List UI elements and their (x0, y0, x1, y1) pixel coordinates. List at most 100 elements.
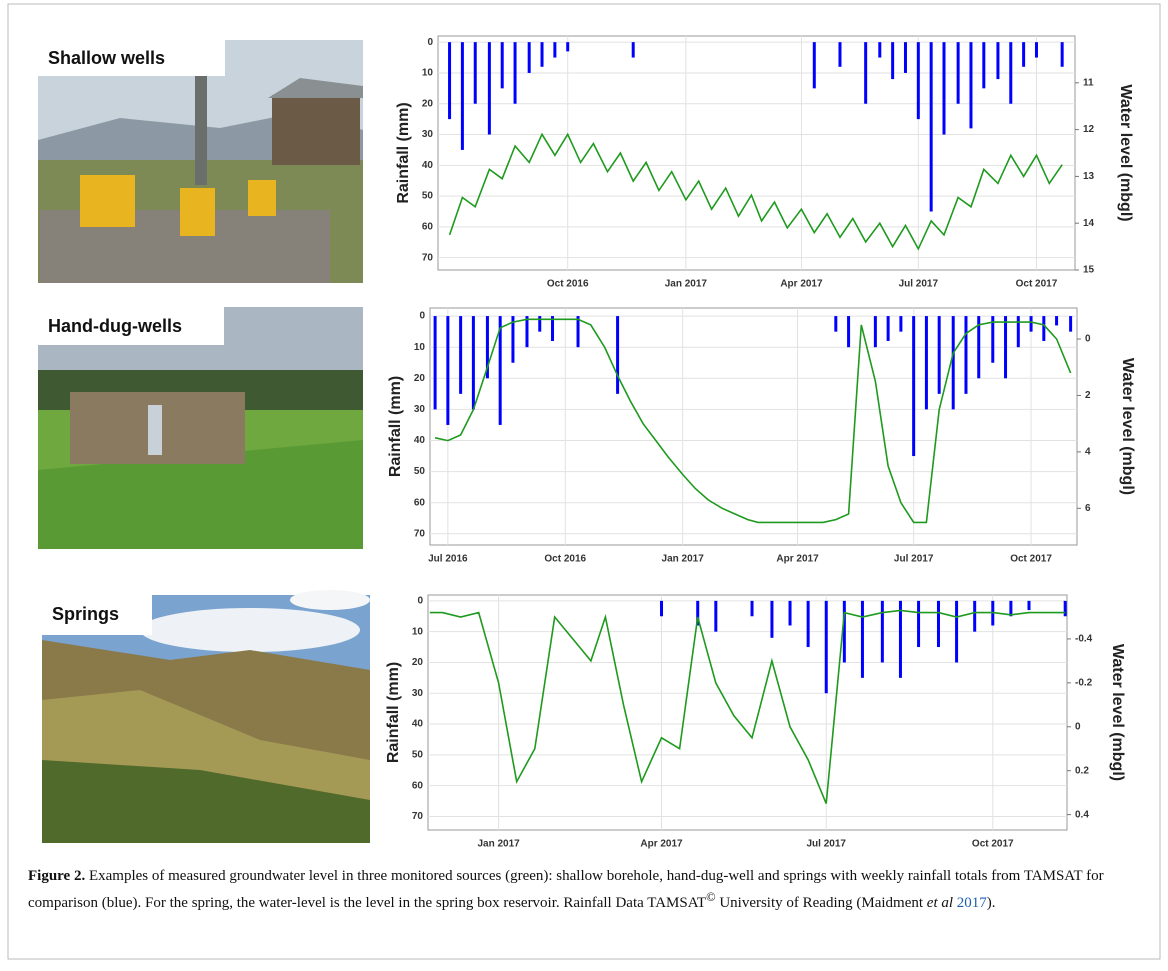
rain-bar (1016, 316, 1020, 348)
y-tick-label: 70 (414, 528, 426, 539)
caption-link[interactable]: 2017 (956, 895, 987, 911)
rain-bar (878, 42, 882, 58)
rain-bar (860, 600, 864, 678)
rain-bar (1029, 316, 1033, 332)
y2-axis-label: Water level (mbgl) (1109, 644, 1126, 781)
rain-bar (770, 600, 774, 638)
photo-springs: Springs (42, 590, 370, 843)
rain-bar (991, 316, 995, 363)
caption-text: University of Reading (Maidment (715, 895, 927, 911)
rain-bar (899, 316, 903, 332)
rain-bar (433, 316, 437, 410)
y-tick-label: 50 (414, 466, 426, 477)
rain-bar (912, 316, 916, 457)
rain-bar (917, 600, 921, 648)
y-tick-label: 70 (422, 252, 434, 263)
y-tick-label: 60 (422, 222, 434, 233)
rain-bar (1042, 316, 1046, 341)
y2-tick-label: -0.2 (1075, 677, 1093, 688)
rain-bar (500, 42, 504, 89)
y2-tick-label: 0.4 (1075, 809, 1089, 820)
rain-bar (937, 316, 941, 394)
rain-bar (956, 42, 960, 104)
y2-tick-label: 2 (1085, 390, 1091, 401)
rain-bar (973, 600, 977, 632)
rain-bar (806, 600, 810, 648)
rain-bar (834, 316, 838, 332)
rain-bar (1034, 42, 1038, 58)
x-tick-label: Apr 2017 (780, 279, 823, 290)
rain-bar (864, 42, 868, 104)
rain-bar (969, 42, 973, 129)
figure-border (7, 3, 1161, 960)
y-axis-label: Rainfall (mm) (385, 662, 402, 763)
rain-bar (824, 600, 828, 694)
rain-bar (880, 600, 884, 663)
photo-hand-dug-wells: Hand-dug-wells (38, 307, 363, 549)
x-tick-label: Oct 2017 (1010, 554, 1052, 565)
rain-bar (473, 42, 477, 104)
caption-sup: © (706, 890, 716, 904)
rain-bar (838, 42, 842, 67)
rain-bar (898, 600, 902, 678)
y2-tick-label: 14 (1083, 218, 1095, 229)
rain-bar (842, 600, 846, 663)
y-tick-label: 50 (422, 191, 434, 202)
x-tick-label: Apr 2017 (776, 554, 819, 565)
y-tick-label: 10 (422, 68, 434, 79)
y2-tick-label: 0.2 (1075, 765, 1089, 776)
y-tick-label: 30 (414, 404, 426, 415)
rain-bar (511, 316, 515, 363)
y2-axis-label: Water level (mbgl) (1117, 84, 1134, 221)
y-tick-label: 0 (419, 311, 425, 322)
y2-tick-label: 13 (1083, 171, 1095, 182)
y-tick-label: 10 (412, 626, 424, 637)
rain-bar (513, 42, 517, 104)
rain-bar (525, 316, 529, 348)
x-tick-label: Jul 2016 (428, 554, 468, 565)
y-tick-label: 20 (422, 98, 434, 109)
rain-bar (714, 600, 718, 632)
y-axis-label: Rainfall (mm) (395, 102, 412, 203)
rain-bar (538, 316, 542, 332)
y-tick-label: 70 (412, 811, 424, 822)
y-tick-label: 20 (414, 373, 426, 384)
rain-bar (936, 600, 940, 648)
rain-bar (942, 42, 946, 135)
rain-bar (750, 600, 754, 617)
panel-label: Springs (52, 604, 119, 624)
rain-bar (660, 600, 664, 617)
x-tick-label: Jan 2017 (477, 839, 520, 850)
x-tick-label: Jul 2017 (807, 839, 847, 850)
rain-bar (631, 42, 635, 58)
rain-bar (1055, 316, 1059, 326)
rain-bar (1063, 600, 1067, 617)
rain-bar (551, 316, 555, 341)
y-tick-label: 30 (422, 129, 434, 140)
rain-bar (527, 42, 531, 73)
rain-bar (1009, 600, 1013, 617)
caption-text: Examples of measured groundwater level i… (28, 868, 1104, 911)
y-tick-label: 40 (412, 719, 424, 730)
rain-bar (955, 600, 959, 663)
rain-bar (487, 42, 491, 135)
rain-bar (1022, 42, 1026, 67)
rain-bar (553, 42, 557, 58)
y-tick-label: 40 (422, 160, 434, 171)
y-tick-label: 0 (417, 595, 423, 606)
caption-italic: et al (926, 895, 954, 911)
water-level-line (434, 318, 1072, 524)
caption: Figure 2. Examples of measured groundwat… (28, 866, 1138, 914)
y2-tick-label: 15 (1083, 265, 1095, 276)
rain-bar (446, 316, 450, 425)
rain-bar (1027, 600, 1031, 611)
rain-bar (566, 42, 570, 52)
rain-bar (964, 316, 968, 394)
rain-bar (1069, 316, 1073, 332)
y-tick-label: 30 (412, 688, 424, 699)
water-level-line (448, 132, 1063, 251)
water-level-line (429, 609, 1066, 804)
y-tick-label: 40 (414, 435, 426, 446)
